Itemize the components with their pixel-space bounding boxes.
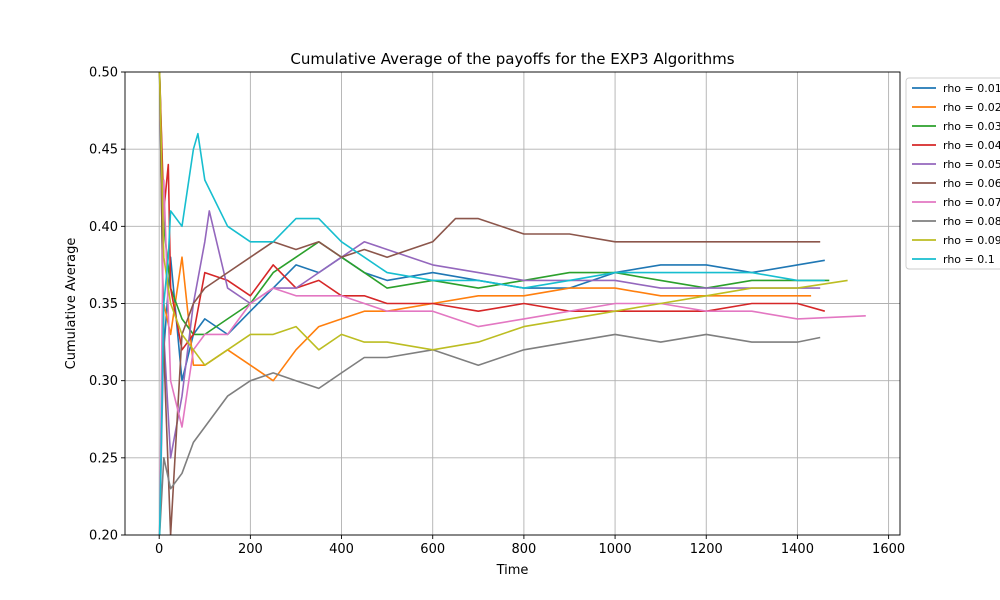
x-tick-label: 600 — [420, 542, 445, 557]
y-axis-label: Cumulative Average — [64, 238, 79, 370]
y-tick-label: 0.50 — [89, 66, 118, 81]
legend-label: rho = 0.1 — [943, 253, 995, 266]
series-line-3 — [158, 72, 830, 336]
series-line-8 — [158, 333, 821, 535]
legend: rho = 0.01 rho = 0.02 rho = 0.03 rho = 0.04… — [905, 77, 1000, 270]
legend-label: rho = 0.04 — [943, 139, 1000, 152]
x-tick-label: 1000 — [599, 542, 632, 557]
x-tick-label: 1200 — [690, 542, 723, 557]
x-tick-label: 200 — [238, 542, 263, 557]
legend-label: rho = 0.06 — [943, 177, 1000, 190]
legend-label: rho = 0.02 — [943, 101, 1000, 114]
x-tick-label: 1600 — [872, 542, 905, 557]
x-axis-label: Time — [496, 563, 529, 578]
series-line-7 — [158, 179, 866, 535]
ticks: 0 200 400 600 800 1000 1200 1400 1600 0.20 0.25 0.3… — [89, 66, 905, 558]
legend-label: rho = 0.07 — [943, 196, 1000, 209]
y-tick-label: 0.35 — [89, 297, 118, 312]
x-tick-label: 800 — [511, 542, 536, 557]
legend-label: rho = 0.08 — [943, 215, 1000, 228]
y-tick-label: 0.45 — [89, 143, 118, 158]
y-tick-label: 0.25 — [89, 451, 118, 466]
x-tick-label: 0 — [155, 542, 163, 557]
chart-title: Cumulative Average of the payoffs for th… — [290, 50, 734, 68]
legend-label: rho = 0.09 — [943, 234, 1000, 247]
series-line-10 — [158, 132, 825, 535]
x-tick-label: 400 — [329, 542, 354, 557]
x-tick-label: 1400 — [781, 542, 814, 557]
y-tick-label: 0.30 — [89, 374, 118, 389]
series-line-9 — [158, 72, 848, 367]
y-tick-label: 0.20 — [89, 529, 118, 544]
legend-label: rho = 0.03 — [943, 120, 1000, 133]
legend-label: rho = 0.05 — [943, 158, 1000, 171]
series-group — [158, 72, 866, 535]
y-tick-label: 0.40 — [89, 220, 118, 235]
series-line-6 — [158, 72, 821, 535]
legend-label: rho = 0.01 — [943, 82, 1000, 95]
